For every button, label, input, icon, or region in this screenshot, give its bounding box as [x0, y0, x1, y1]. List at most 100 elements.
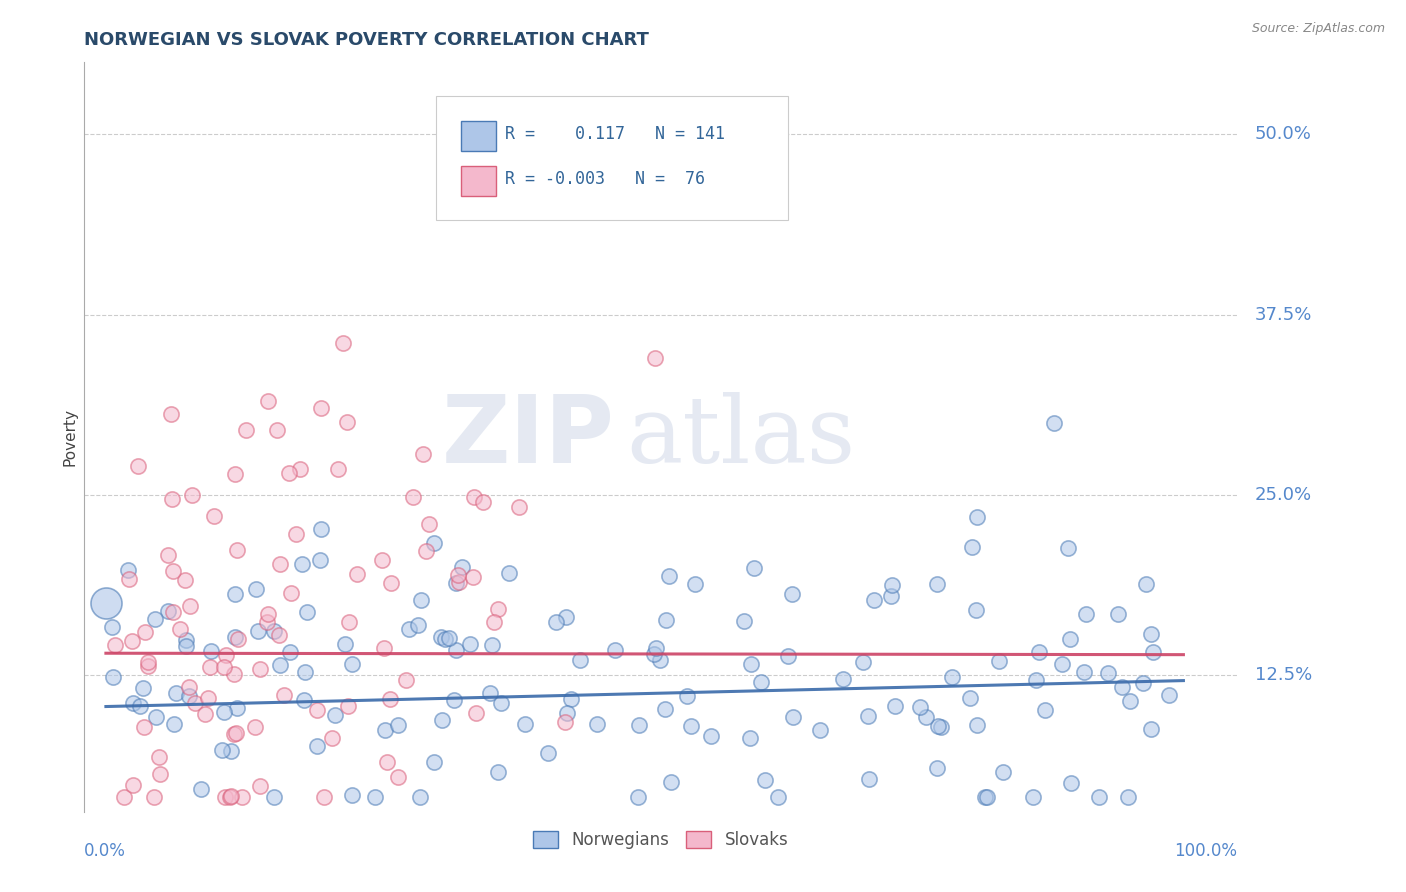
Point [162, 564, 184, 578]
Point [555, 610, 578, 624]
Point [832, 672, 855, 686]
Point [218, 790, 240, 805]
Point [226, 632, 249, 646]
Point [121, 778, 143, 792]
Point [224, 467, 246, 481]
Point [762, 192, 785, 206]
Point [117, 563, 139, 577]
Point [927, 719, 949, 733]
Point [654, 702, 676, 716]
Point [941, 670, 963, 684]
Point [285, 527, 308, 541]
Point [486, 765, 509, 780]
Point [224, 631, 246, 645]
Point [742, 560, 765, 574]
Point [342, 657, 364, 672]
Point [122, 696, 145, 710]
Point [162, 605, 184, 619]
Point [883, 698, 905, 713]
Point [537, 746, 560, 760]
Point [925, 577, 948, 591]
Point [1033, 703, 1056, 717]
Text: 25.0%: 25.0% [1254, 486, 1312, 504]
Point [143, 612, 166, 626]
Point [294, 665, 316, 680]
Legend: Norwegians, Slovaks: Norwegians, Slovaks [527, 824, 794, 855]
Text: R = -0.003   N =  76: R = -0.003 N = 76 [505, 170, 706, 188]
Point [1073, 665, 1095, 679]
Point [409, 593, 432, 607]
Point [489, 696, 512, 710]
Point [387, 770, 409, 784]
Point [246, 624, 269, 639]
Point [112, 790, 135, 805]
Point [679, 719, 702, 733]
Point [174, 574, 197, 588]
FancyBboxPatch shape [436, 96, 787, 219]
Point [437, 631, 460, 645]
Point [134, 625, 156, 640]
Point [808, 723, 831, 737]
Point [198, 660, 221, 674]
Point [94, 596, 117, 610]
Point [373, 641, 395, 656]
Y-axis label: Poverty: Poverty [62, 408, 77, 467]
Point [200, 644, 222, 658]
Point [458, 637, 481, 651]
Point [733, 615, 755, 629]
Point [101, 620, 124, 634]
Point [479, 686, 502, 700]
Point [266, 423, 288, 437]
Point [914, 709, 936, 723]
Point [177, 690, 200, 704]
Point [627, 790, 650, 805]
Point [256, 615, 278, 630]
Point [644, 351, 666, 365]
Text: 12.5%: 12.5% [1254, 665, 1312, 684]
Point [412, 447, 434, 461]
Point [380, 576, 402, 591]
Text: 100.0%: 100.0% [1174, 842, 1237, 860]
Point [215, 648, 238, 662]
Point [555, 706, 578, 721]
Point [430, 714, 453, 728]
Point [121, 633, 143, 648]
Point [569, 652, 592, 666]
Point [375, 756, 398, 770]
Point [1097, 666, 1119, 681]
Point [754, 772, 776, 787]
Point [307, 739, 329, 754]
Point [461, 570, 484, 584]
Point [1088, 790, 1111, 805]
Point [423, 536, 446, 550]
Bar [461, 121, 496, 151]
Point [157, 549, 180, 563]
Point [603, 643, 626, 657]
Text: ZIP: ZIP [441, 391, 614, 483]
Point [132, 681, 155, 695]
Point [214, 705, 236, 719]
Point [987, 654, 1010, 668]
Point [1118, 790, 1140, 805]
Point [163, 717, 186, 731]
Point [402, 490, 425, 504]
Point [197, 691, 219, 706]
Point [371, 553, 394, 567]
Point [991, 765, 1014, 780]
Point [463, 490, 485, 504]
Point [929, 720, 952, 734]
Point [1119, 694, 1142, 708]
Point [699, 729, 721, 743]
Point [409, 790, 432, 805]
Point [1060, 776, 1083, 790]
Point [676, 690, 699, 704]
Point [433, 632, 456, 647]
Point [1028, 645, 1050, 659]
Point [683, 576, 706, 591]
Point [976, 790, 998, 805]
Point [165, 686, 187, 700]
Point [160, 408, 183, 422]
Point [169, 622, 191, 636]
Point [292, 693, 315, 707]
Point [959, 691, 981, 706]
